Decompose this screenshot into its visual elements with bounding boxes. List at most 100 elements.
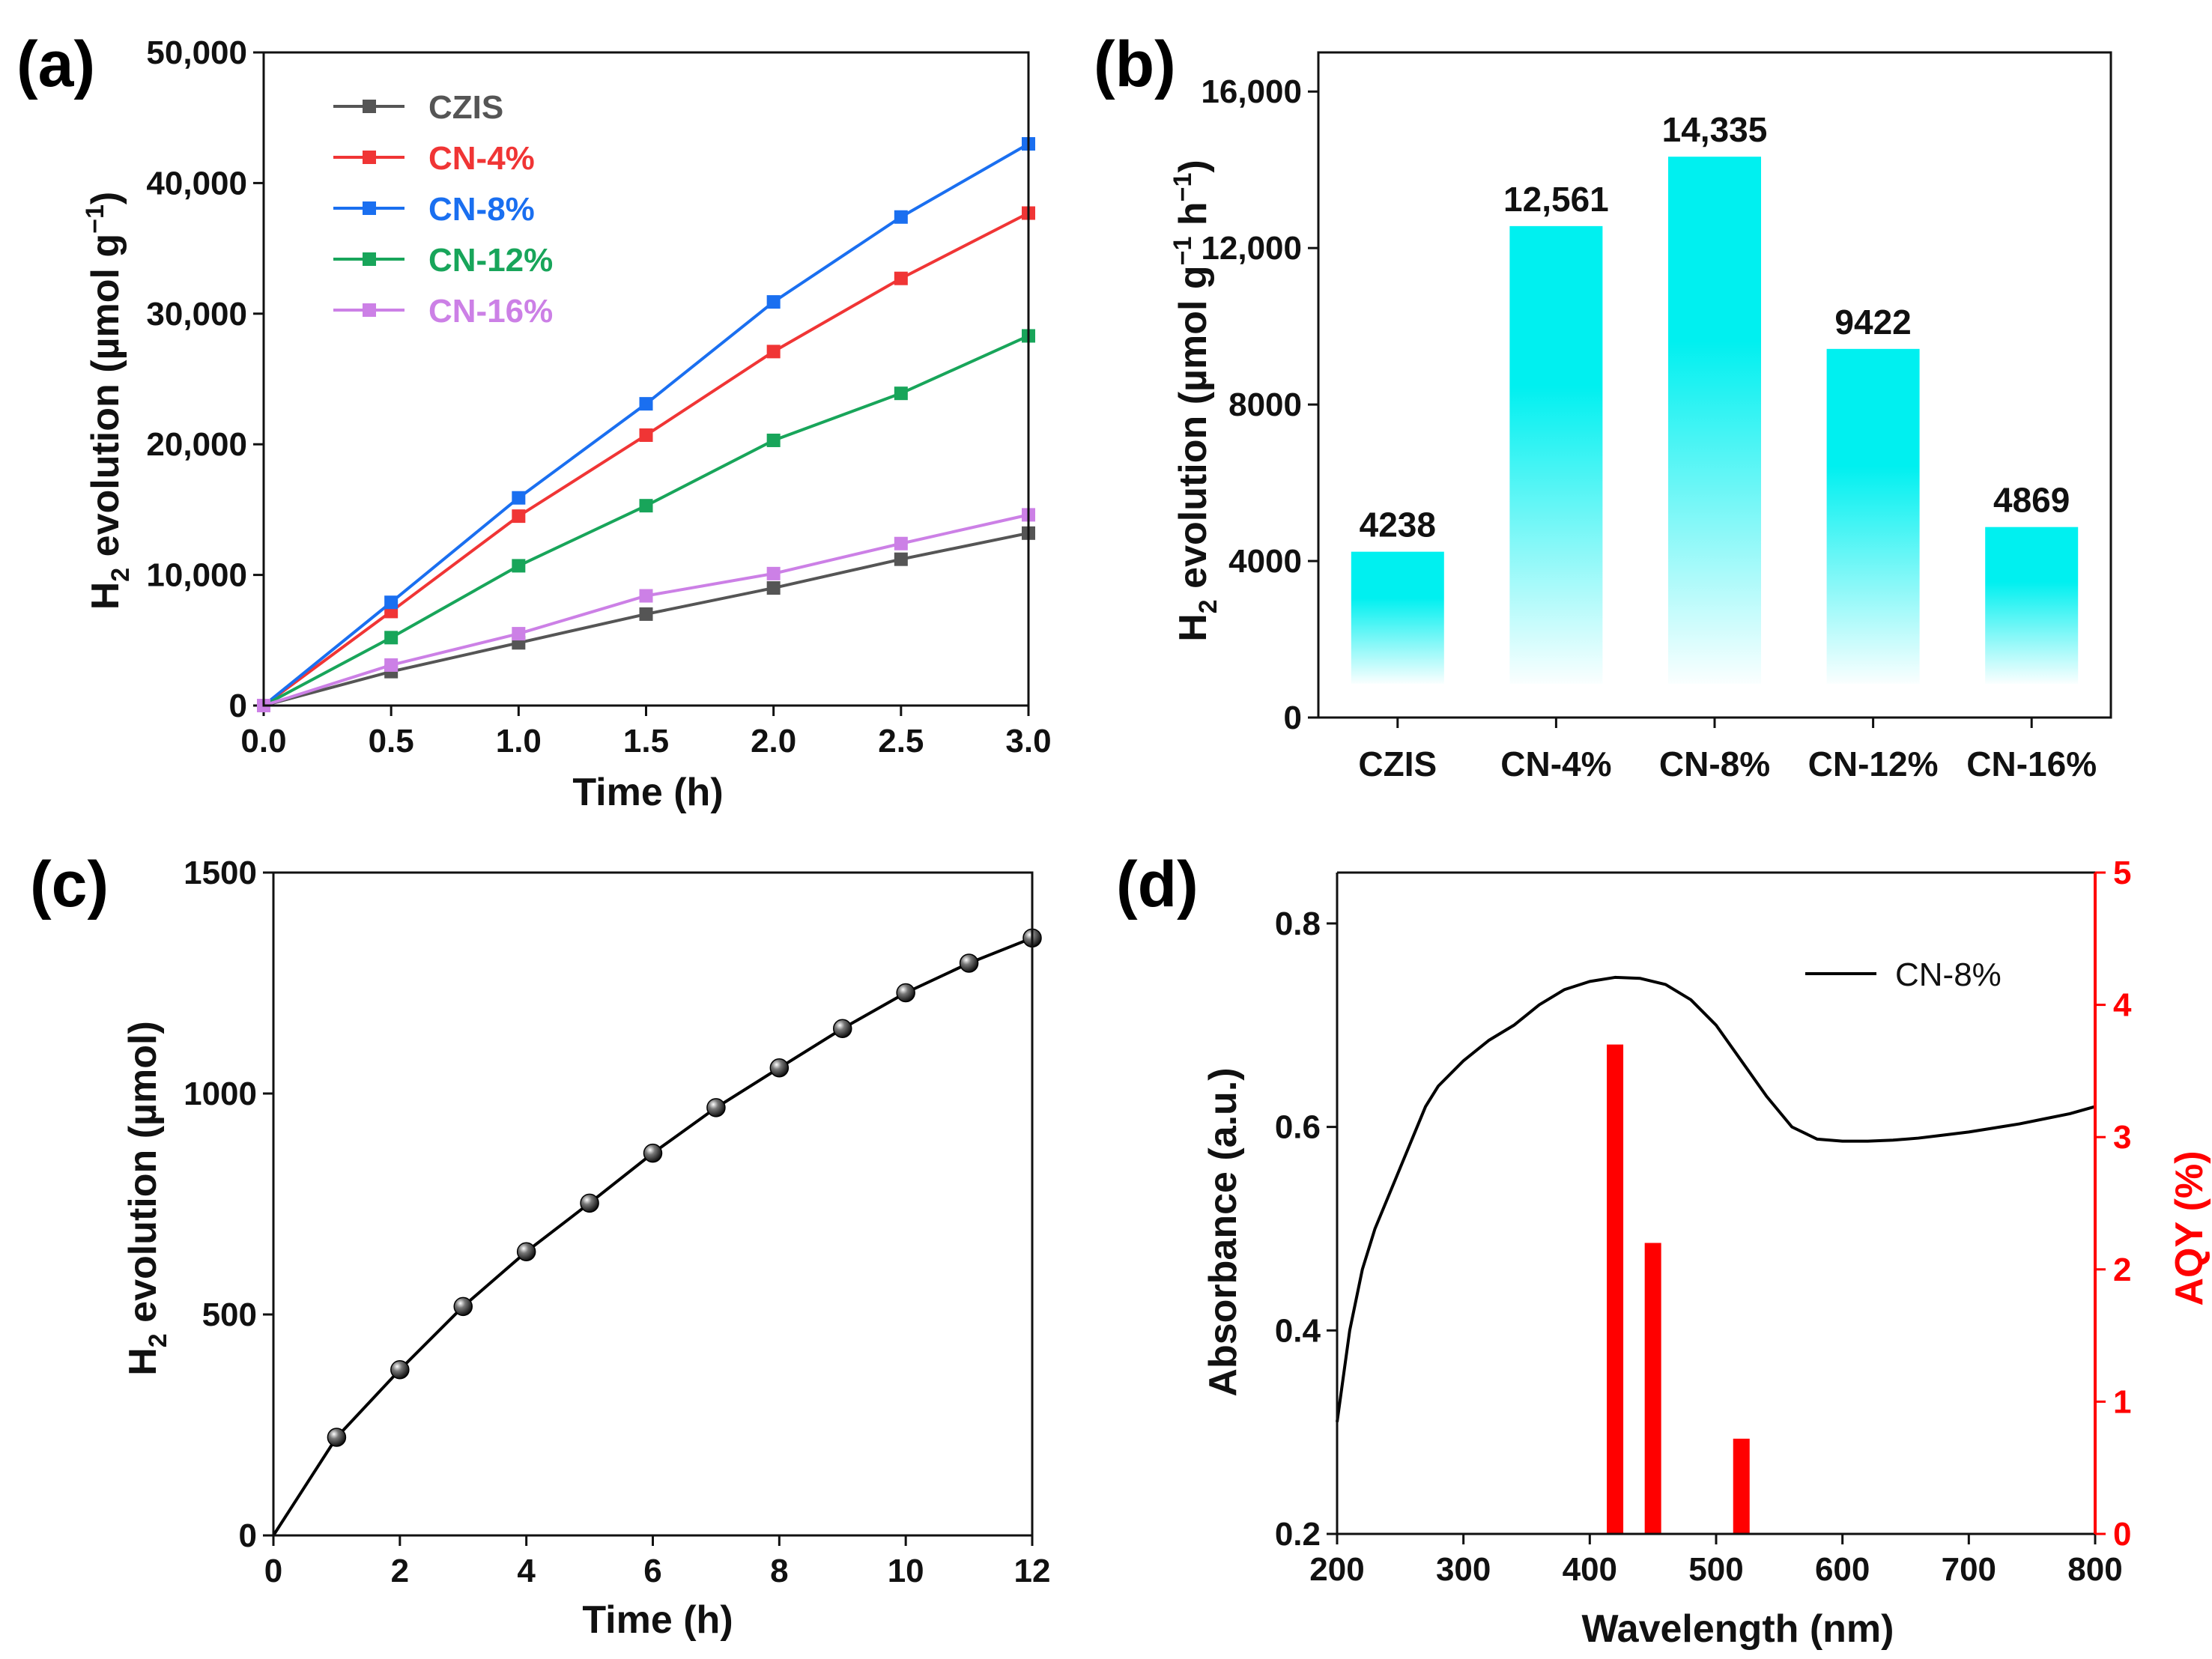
panel-label-b: (b)	[1094, 28, 1176, 100]
b-category-label: CN-12%	[1808, 744, 1939, 783]
panel-d-ylabel-right: AQY (%)	[2168, 1150, 2211, 1305]
b-ytick-label: 4000	[1228, 543, 1302, 580]
panel-d-aqy-bars	[1607, 1044, 1750, 1534]
d-ytick-left-label: 0.4	[1275, 1312, 1321, 1349]
panel-a-series	[257, 137, 1035, 712]
a-point-CN-12%	[766, 433, 781, 447]
a-legend-label: CZIS	[428, 89, 503, 126]
panel-a-legend: CZIS CN-4% CN-8% CN-12% CN-16%	[333, 89, 553, 330]
panel-b-bar-chart: 0 4000 8000 12,000 16,000 CZIS CN-4% CN-8% CN-12…	[1169, 51, 2112, 783]
b-bar-value-label: 9422	[1834, 303, 1911, 342]
a-point-CN-12%	[512, 559, 526, 573]
a-xtick-label: 1.5	[623, 723, 669, 759]
c-point	[516, 1242, 536, 1261]
a-ytick-label: 50,000	[146, 34, 247, 71]
a-point-CN-8%	[766, 295, 781, 309]
panel-a-ticks: 0.0 0.5 1.0 1.5 2.0 2.5 3.0 0 10,000 20,000 30,000…	[146, 34, 1051, 759]
a-legend-label: CN-8%	[428, 191, 535, 228]
a-legend-label: CN-12%	[428, 242, 553, 279]
panel-d-legend: CN-8%	[1805, 956, 2002, 993]
a-legend-marker	[363, 151, 376, 164]
a-series-line-CN-12%	[263, 334, 1029, 707]
b-ytick-label: 0	[1284, 700, 1302, 736]
b-bar-CN-16%	[1985, 527, 2079, 684]
a-legend-label: CN-16%	[428, 293, 553, 330]
a-point-CN-4%	[639, 428, 653, 442]
a-point-CN-16%	[894, 536, 908, 551]
a-point-CN-8%	[512, 491, 526, 505]
b-ytick-label: 8000	[1228, 386, 1302, 423]
d-ytick-right-label: 3	[2113, 1119, 2131, 1156]
d-ytick-left-label: 0.8	[1275, 906, 1321, 942]
b-bar-CN-8%	[1668, 157, 1761, 685]
panel-b-frame	[1317, 51, 2112, 719]
a-point-CN-12%	[639, 499, 653, 513]
d-ytick-left-label: 0.2	[1275, 1516, 1321, 1553]
c-point	[896, 983, 915, 1003]
a-ytick-label: 30,000	[146, 296, 247, 333]
panel-label-c: (c)	[30, 849, 109, 921]
d-xtick-label: 600	[1815, 1551, 1870, 1588]
a-xtick-label: 0.5	[369, 723, 414, 759]
a-xtick-label: 2.5	[878, 723, 924, 759]
d-aqy-bar	[1607, 1044, 1624, 1534]
panel-b-ylabel: H2 evolution (µmol g−1 h−1)	[1169, 160, 1222, 642]
a-ytick-label: 0	[229, 688, 247, 724]
a-point-CN-12%	[384, 631, 399, 645]
panel-c-xlabel: Time (h)	[582, 1598, 733, 1642]
a-series-line-CN-4%	[262, 211, 1029, 707]
b-category-label: CN-4%	[1500, 744, 1611, 783]
c-point	[390, 1360, 410, 1380]
a-point-CZIS	[894, 552, 908, 566]
panel-a-line-chart: 0.0 0.5 1.0 1.5 2.0 2.5 3.0 0 10,000 20,000 30,000…	[81, 34, 1052, 814]
a-point-CN-4%	[894, 271, 908, 285]
b-bar-value-label: 12,561	[1503, 180, 1609, 219]
a-legend-label: CN-4%	[428, 140, 535, 177]
d-xtick-label: 200	[1309, 1551, 1364, 1588]
c-xtick-label: 0	[264, 1553, 282, 1589]
a-point-CN-16%	[384, 658, 399, 672]
c-point	[327, 1428, 347, 1447]
a-point-CN-8%	[894, 210, 908, 224]
a-point-CN-8%	[639, 397, 653, 411]
b-bar-value-label: 4238	[1360, 506, 1436, 545]
panel-c-series	[272, 928, 1042, 1537]
a-point-CN-12%	[894, 386, 908, 401]
panel-c-line-chart: 0 2 4 6 8 10 12 0 500 1000 1500 Time (h) H2 evolut…	[121, 855, 1050, 1642]
b-bar-CN-4%	[1509, 225, 1603, 685]
d-ytick-right-label: 2	[2113, 1252, 2131, 1288]
c-point	[959, 953, 979, 973]
c-line	[272, 936, 1033, 1537]
d-xtick-label: 800	[2067, 1551, 2122, 1588]
panel-a-xlabel: Time (h)	[572, 771, 723, 814]
c-point	[580, 1193, 599, 1213]
b-bar-value-label: 4869	[1993, 481, 2070, 520]
c-xtick-label: 6	[643, 1553, 661, 1589]
b-bar-CN-12%	[1826, 348, 1920, 684]
b-ytick-label: 12,000	[1201, 230, 1302, 267]
d-xtick-label: 400	[1563, 1551, 1617, 1588]
c-xtick-label: 8	[770, 1553, 788, 1589]
d-absorbance-line	[1336, 975, 2096, 1422]
d-ytick-right-label: 0	[2113, 1516, 2131, 1553]
c-ytick-label: 1000	[184, 1076, 257, 1112]
b-category-label: CN-8%	[1659, 744, 1770, 783]
a-legend-marker	[363, 303, 376, 317]
panel-c-frame	[272, 871, 1034, 1537]
a-ytick-label: 40,000	[146, 165, 247, 201]
a-legend-marker	[363, 252, 376, 266]
panel-label-d: (d)	[1116, 849, 1199, 921]
panel-c-ticks: 0 2 4 6 8 10 12 0 500 1000 1500	[184, 855, 1050, 1589]
a-point-CN-16%	[512, 627, 526, 641]
panel-d-xlabel: Wavelength (nm)	[1582, 1607, 1894, 1651]
panel-b-ticks: 0 4000 8000 12,000 16,000 CZIS CN-4% CN-8% CN-12…	[1201, 73, 2097, 783]
d-xtick-label: 700	[1942, 1551, 1996, 1588]
a-xtick-label: 3.0	[1005, 723, 1051, 759]
d-ytick-right-label: 4	[2113, 987, 2132, 1024]
a-ytick-label: 20,000	[146, 426, 247, 463]
b-ytick-label: 16,000	[1201, 73, 1302, 110]
c-point	[833, 1019, 852, 1039]
a-point-CN-16%	[639, 589, 653, 603]
c-xtick-label: 12	[1014, 1553, 1051, 1589]
